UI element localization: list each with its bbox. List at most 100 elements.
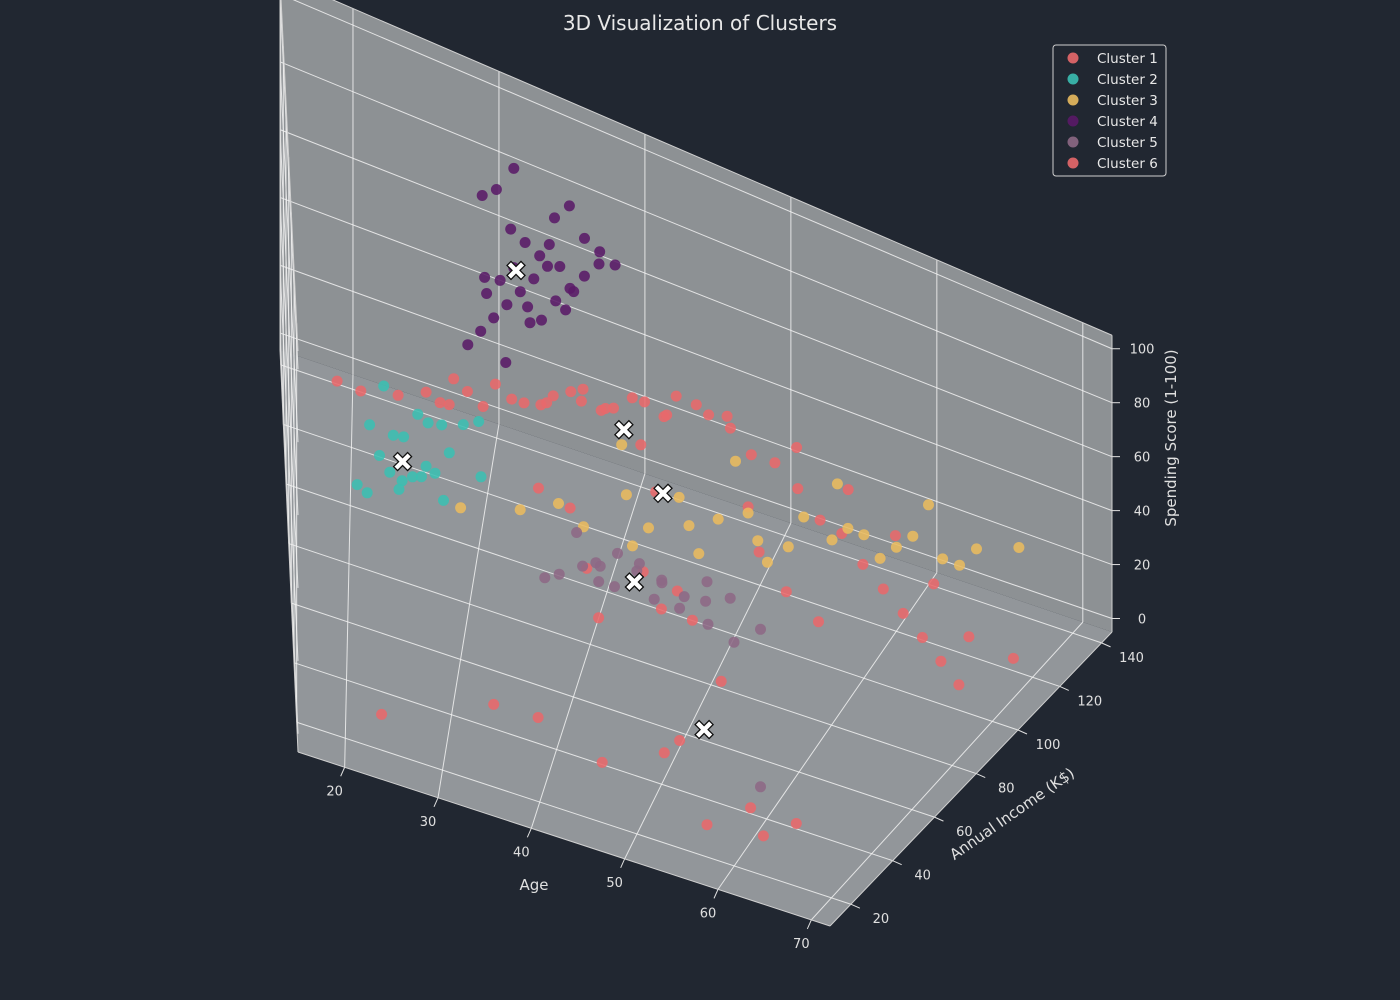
data-point-cluster-6 [814,514,826,526]
data-point-cluster-5 [553,568,565,580]
grid-back-z [279,332,1113,619]
grid-back-z [279,196,1113,512]
y-tick-label: 80 [998,782,1015,797]
data-point-cluster-4 [505,223,517,235]
legend-marker-cluster-3 [1067,94,1079,106]
data-point-cluster-6 [392,389,404,401]
data-point-cluster-3 [730,455,741,467]
data-point-cluster-6 [857,558,869,570]
data-point-cluster-4 [534,250,546,262]
x-tick-label: 40 [513,845,530,860]
data-point-cluster-6 [661,409,673,421]
data-point-cluster-4 [475,325,487,337]
data-point-cluster-6 [355,385,367,397]
data-point-cluster-2 [374,450,385,461]
grid-floor-x [437,424,500,798]
data-point-cluster-6 [443,399,455,411]
z-tick-label: 60 [1134,451,1151,466]
data-point-cluster-2 [420,460,432,472]
pane-back-wall [280,0,1112,632]
grid-left-z [279,61,299,443]
data-point-cluster-2 [473,416,485,427]
grid-back-z [279,129,1113,458]
data-point-cluster-5 [609,581,620,593]
data-point-cluster-2 [351,479,363,491]
data-point-cluster-2 [378,380,390,392]
y-tick-mark [892,860,902,866]
data-point-cluster-5 [539,572,551,584]
data-point-cluster-5 [755,623,766,635]
grid-left-z [279,197,299,588]
legend-label-cluster-6: Cluster 6 [1097,156,1158,172]
data-point-cluster-5 [700,595,712,607]
data-point-cluster-4 [536,314,547,326]
grid-back-z [292,0,1113,350]
legend-marker-cluster-4 [1067,115,1079,127]
data-point-cluster-6 [769,457,781,469]
data-point-cluster-2 [393,483,405,495]
legend-marker-cluster-6 [1067,157,1079,169]
data-point-cluster-1 [745,802,757,814]
grid-floor-y [283,423,1060,687]
data-point-cluster-1 [686,614,698,626]
data-point-cluster-1 [715,675,727,687]
grid-floor-y [285,483,1019,731]
data-point-cluster-6 [877,583,889,595]
legend-marker-cluster-1 [1067,52,1079,64]
grid-floor-x [530,473,646,829]
data-point-cluster-5 [674,602,686,614]
grid-floor-x [717,572,938,890]
data-point-cluster-6 [721,410,733,422]
data-point-cluster-1 [780,586,792,598]
data-point-cluster-5 [593,576,605,588]
centroid-marker-6 [613,419,634,440]
data-point-cluster-6 [791,442,803,453]
data-point-cluster-5 [577,560,589,572]
data-point-cluster-3 [683,520,695,532]
data-point-cluster-1 [813,616,824,628]
data-point-cluster-5 [678,591,690,603]
data-point-cluster-4 [528,273,540,285]
data-point-cluster-4 [568,286,580,298]
legend-box [1052,44,1167,177]
z-tick-label: 80 [1134,397,1151,412]
legend-label-cluster-1: Cluster 1 [1097,51,1158,67]
data-point-cluster-4 [494,274,506,286]
z-axis-label: Spending Score (1-100) [1162,349,1180,526]
x-tick-label: 30 [420,815,437,830]
data-point-cluster-6 [565,386,577,398]
data-point-cluster-5 [633,558,645,570]
data-point-cluster-2 [415,471,427,483]
data-point-cluster-6 [331,375,343,387]
z-tick-label: 100 [1130,343,1155,358]
data-point-cluster-1 [658,747,670,759]
data-point-cluster-2 [364,419,376,431]
data-point-cluster-4 [609,259,621,271]
data-point-cluster-2 [457,419,469,431]
y-tick-label: 40 [914,869,931,884]
x-axis: Age 20 30 40 50 60 70 [326,767,812,952]
z-tick-label: 40 [1134,505,1151,520]
data-point-cluster-3 [514,504,526,516]
data-point-cluster-1 [575,395,587,407]
x-tick-label: 20 [326,784,343,799]
data-point-cluster-6 [639,396,650,408]
data-point-cluster-3 [831,478,843,490]
data-point-cluster-1 [757,830,769,842]
y-tick-mark [1101,642,1111,648]
data-point-cluster-6 [577,383,589,395]
data-point-cluster-2 [412,408,424,420]
pane-edges [279,0,1113,927]
back-wall [280,0,1112,632]
data-point-cluster-3 [874,552,886,564]
grid-left-z [279,333,299,734]
centroid-marker-3 [653,483,673,504]
centroid-marker-2 [392,451,413,472]
data-point-cluster-3 [782,541,794,553]
data-point-cluster-3 [752,535,764,547]
data-point-cluster-6 [935,655,947,667]
z-tick-label: 0 [1138,613,1146,628]
data-point-cluster-6 [420,386,432,398]
data-point-cluster-6 [724,422,736,434]
data-point-cluster-5 [571,527,583,538]
